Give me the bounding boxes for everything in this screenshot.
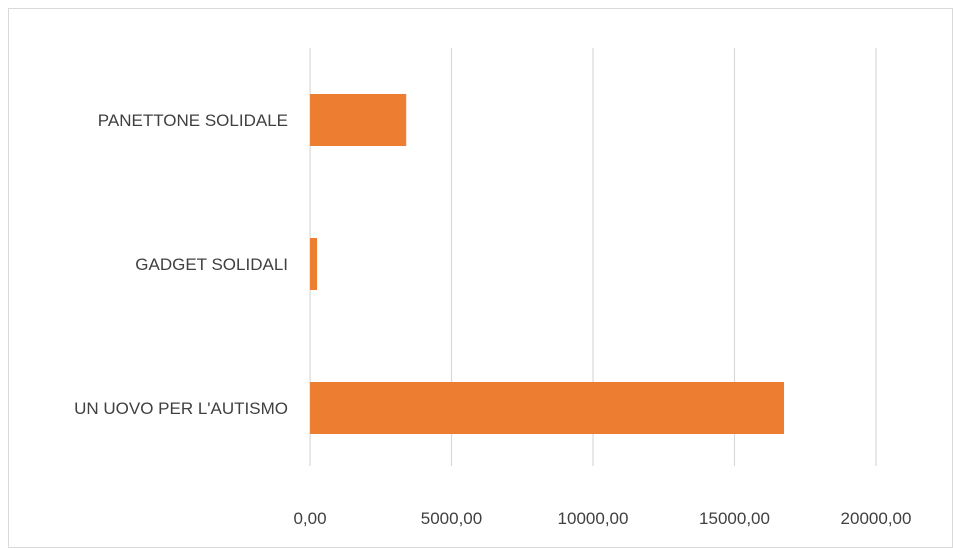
bar [310,238,318,290]
x-tick-label: 20000,00 [841,509,912,528]
category-label: PANETTONE SOLIDALE [98,111,288,130]
chart-frame [8,8,953,548]
x-tick-label: 0,00 [293,509,326,528]
x-tick-label: 5000,00 [421,509,482,528]
bar [310,382,785,434]
category-labels: PANETTONE SOLIDALE GADGET SOLIDALI UN UOVO… [74,111,288,418]
category-label: GADGET SOLIDALI [135,255,288,274]
x-tick-labels: 0,00 5000,00 10000,00 15000,00 20000,00 [293,509,911,528]
bar-chart: PANETTONE SOLIDALE GADGET SOLIDALI UN UOVO… [74,48,911,528]
bars [310,94,785,434]
x-tick-label: 15000,00 [699,509,770,528]
bar [310,94,407,146]
x-tick-label: 10000,00 [558,509,629,528]
category-label: UN UOVO PER L'AUTISMO [74,399,288,418]
